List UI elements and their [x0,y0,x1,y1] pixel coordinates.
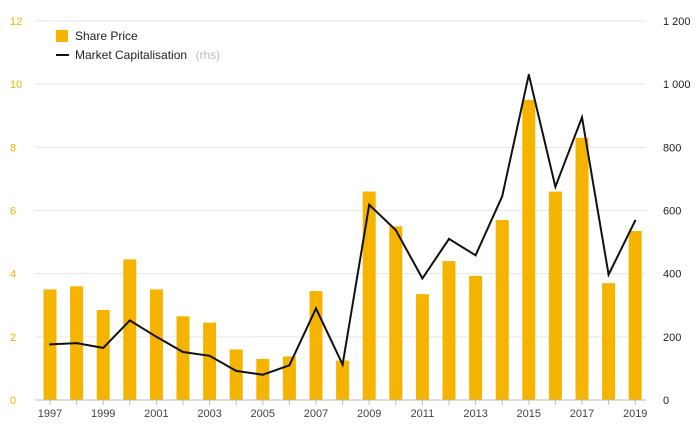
line-point-2009 [368,203,371,206]
bar-2000 [123,259,137,400]
left-tick-label: 2 [10,332,16,344]
x-axis: 1997 1999 2001 2003 2005 2007 2009 2011 2013 2015… [35,399,647,420]
line-point-2002 [182,350,184,353]
legend-label-rhs-note: (rhs) [196,48,221,62]
line-point-2014 [501,195,504,198]
line-point-2006 [288,364,291,367]
right-tick-label: 200 [663,332,681,344]
line-point-2008 [341,363,344,366]
bar-2012 [442,261,456,400]
x-tick-label: 2019 [623,408,647,420]
bar-2011 [415,294,429,400]
line-point-1999 [102,346,105,349]
grid-lines [35,20,646,338]
left-tick-label: 10 [10,79,22,91]
left-axis: 0 2 4 6 8 10 12 [10,16,22,407]
bar-2010 [389,226,403,400]
line-point-2017 [581,116,583,119]
x-tick-label: 2003 [197,408,221,420]
bar-2017 [575,137,589,400]
line-point-2000 [128,319,131,322]
bar-2002 [176,316,190,400]
line-point-2007 [315,307,317,310]
line-point-2004 [235,369,238,372]
line-point-2016 [554,185,557,188]
bar-2018 [602,283,616,400]
right-tick-label: 600 [663,206,681,218]
right-tick-label: 1 200 [663,16,691,28]
line-point-1998 [75,342,78,345]
line-point-2010 [394,229,397,232]
left-tick-label: 12 [10,16,22,28]
x-tick-label: 2007 [304,408,328,420]
left-tick-label: 4 [10,269,16,281]
line-point-2018 [607,273,610,276]
bar-2015 [522,99,536,400]
bar-2016 [548,191,562,400]
bar-2001 [149,289,163,400]
bar-2014 [495,219,509,400]
market-cap-polyline [49,74,637,376]
right-tick-label: 1 000 [663,79,691,91]
legend-label-share-price: Share Price [75,29,138,43]
bar-2003 [203,322,217,400]
line-point-1997 [49,343,51,346]
legend: Share Price Market Capitalisation (rhs) [56,29,220,63]
line-point-2001 [155,335,158,338]
x-tick-label: 2011 [411,408,435,420]
line-point-2019 [634,219,637,222]
share-price-bars [43,99,642,400]
bar-2008 [336,360,350,400]
bar-2004 [229,349,243,400]
line-point-2015 [527,73,530,76]
x-tick-label: 2005 [251,408,275,420]
legend-swatch-share-price [56,30,68,42]
left-tick-label: 6 [10,206,16,218]
x-tick-label: 2015 [517,408,541,420]
left-tick-label: 0 [10,395,16,407]
x-tick-label: 1999 [91,408,115,420]
bar-2005 [256,358,270,400]
x-tick-label: 1997 [38,408,62,420]
right-tick-label: 800 [663,142,681,154]
right-tick-label: 400 [663,269,681,281]
bar-2019 [628,231,642,400]
bar-2013 [469,275,483,400]
left-tick-label: 8 [10,142,16,154]
right-axis: 0 200 400 600 800 1 000 1 200 [663,16,691,407]
x-tick-label: 2013 [463,408,487,420]
x-tick-label: 2001 [144,408,168,420]
bar-2007 [309,291,323,400]
line-point-2012 [448,237,450,240]
right-tick-label: 0 [663,395,669,407]
legend-label-market-cap: Market Capitalisation [75,48,187,62]
x-tick-label: 2017 [570,408,594,420]
line-point-2011 [421,277,424,280]
legend-label-market-cap-group: Market Capitalisation (rhs) [75,46,220,63]
line-point-2013 [474,254,477,257]
bar-2009 [362,191,376,400]
line-point-2003 [208,354,211,357]
line-point-2005 [261,373,264,376]
x-tick-label: 2009 [357,408,381,420]
bar-1999 [96,309,110,400]
market-cap-line [49,73,637,376]
